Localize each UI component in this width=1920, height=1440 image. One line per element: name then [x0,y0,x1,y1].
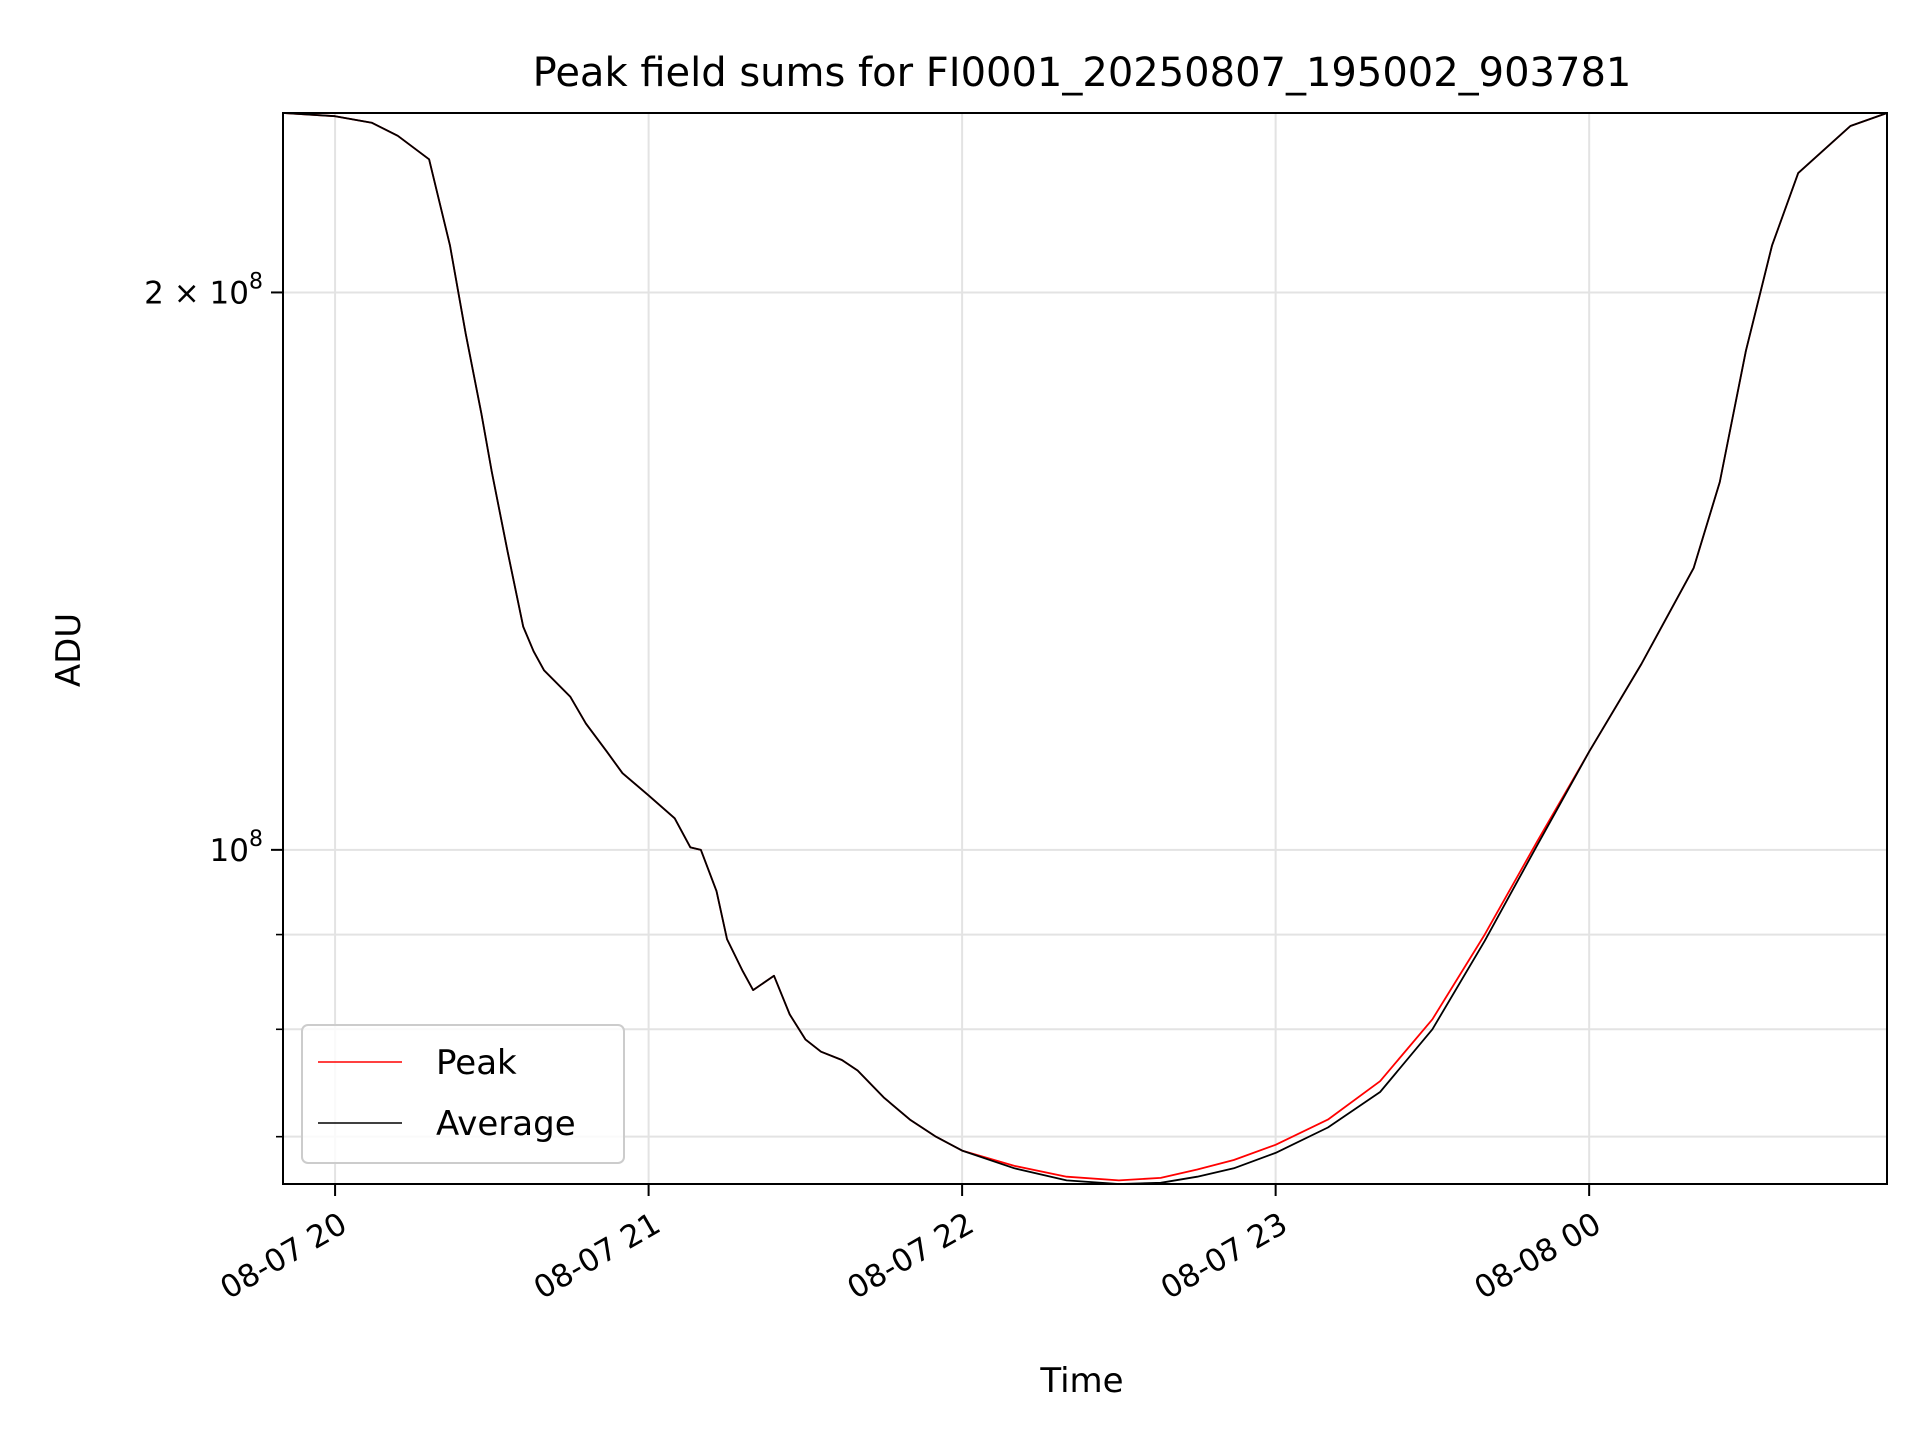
x-axis-label: Time [1039,1361,1123,1401]
y-tick-label-base: 2 × 10 [144,275,249,311]
y-tick-label: 108 [210,827,263,869]
series-line-average [283,113,1887,1184]
y-tick-label: 2 × 108 [144,269,263,311]
legend-box [301,1024,625,1164]
legend-label-peak: Peak [436,1043,517,1083]
legend: Peak Average [301,1024,625,1164]
y-axis-label: ADU [49,613,89,687]
chart-title: Peak field sums for FI0001_20250807_1950… [533,50,1632,96]
y-tick-label-exponent: 8 [249,827,263,852]
series-lines [283,113,1887,1184]
y-tick-label-base: 10 [210,833,249,869]
plot-area-frame [282,112,1888,1185]
y-tick-label-exponent: 8 [249,269,263,294]
legend-label-average: Average [436,1104,576,1144]
